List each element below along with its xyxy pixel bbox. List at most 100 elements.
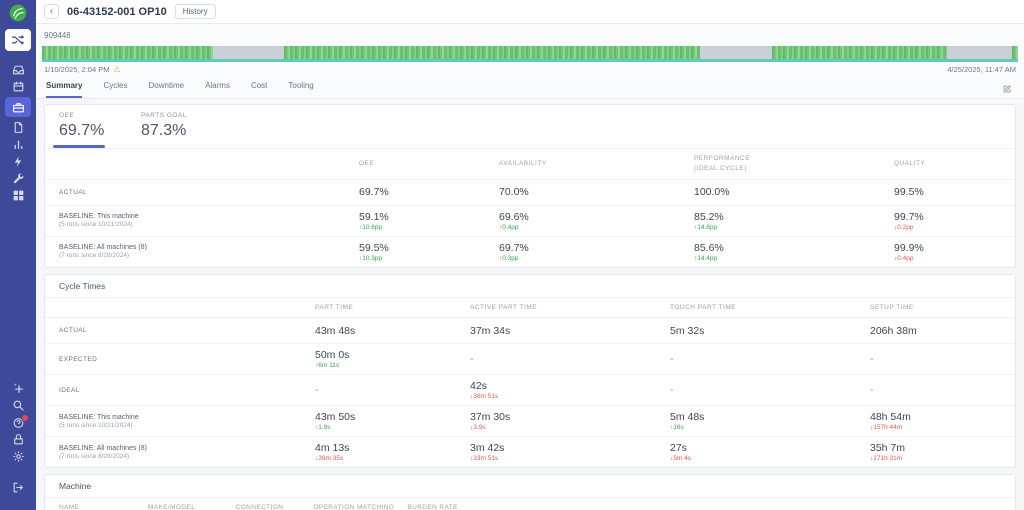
edit-report-icon[interactable] (1002, 81, 1012, 99)
cell: 5m 32s (670, 324, 705, 337)
search-button[interactable] (6, 397, 30, 414)
kpi-parts-goal-value: 87.3% (141, 122, 187, 139)
cell: 59.1% ↑10.6pp (359, 211, 499, 231)
page-title: 06-43152-001 OP10 (67, 5, 167, 18)
sidebar-item-machines[interactable] (6, 61, 30, 78)
cell: 70.0% (499, 186, 529, 198)
sidebar-nav (5, 61, 31, 204)
machines-icon (12, 65, 24, 75)
cell: 37m 34s (470, 324, 511, 337)
cell: 37m 30s ↓3.9s (470, 411, 670, 431)
notification-badge (21, 414, 29, 422)
kpi-active-underline (53, 145, 105, 148)
sidebar-item-analytics[interactable] (6, 136, 30, 153)
cell: 3m 42s ↓33m 51s (470, 442, 670, 462)
tab-downtime[interactable]: Downtime (148, 81, 185, 90)
timeline-segment-run[interactable] (772, 46, 947, 59)
tab-summary[interactable]: Summary (46, 81, 83, 98)
table-row-baseline-all: BASELINE: All machines (8) (7 runs since… (45, 437, 1015, 467)
analytics-icon (14, 140, 22, 149)
lock-icon (13, 434, 23, 445)
table-row-baseline-all: BASELINE: All machines (8) (7 runs since… (45, 237, 1015, 267)
cell: - (315, 384, 319, 397)
delta-badge: ↑16s (670, 424, 684, 432)
logout-icon (13, 482, 23, 493)
kpi-oee[interactable]: OEE 69.7% (53, 112, 105, 148)
table-row-ideal: IDEAL - 42s ↓36m 51s - - (45, 375, 1015, 407)
column-header: ACTIVE PART TIME (470, 303, 538, 311)
delta-badge: ↓33m 51s (470, 455, 499, 463)
timeline-segment-run[interactable] (1012, 46, 1018, 59)
tab-cycles[interactable]: Cycles (103, 81, 128, 90)
table-row-baseline-machine: BASELINE: This machine (5 runs since 10/… (45, 206, 1015, 237)
sidebar (0, 0, 36, 510)
kpi-parts-goal[interactable]: PARTS GOAL 87.3% (141, 112, 187, 148)
lock-button[interactable] (6, 431, 30, 448)
table-row-actual: ACTUAL 69.7% 70.0% 100.0% 99.5% (45, 180, 1015, 206)
back-button[interactable]: ‹ (44, 4, 59, 19)
cell: 69.7% (359, 186, 389, 198)
timeline-bar[interactable] (42, 46, 1018, 59)
shuffle-icon (12, 35, 24, 45)
tab-alarms[interactable]: Alarms (205, 81, 230, 90)
timeline-segment-run[interactable] (284, 46, 700, 59)
add-icon (13, 383, 23, 393)
cell: 43m 50s ↑1.9s (315, 411, 470, 431)
sidebar-item-apps[interactable] (6, 187, 30, 204)
table-row-expected: EXPECTED 50m 0s ↑6m 11s - - - (45, 344, 1015, 376)
help-button[interactable] (6, 414, 30, 431)
search-icon (13, 400, 24, 411)
settings-button[interactable] (6, 448, 30, 465)
machine-connection-field: Connection Brother HTTP (235, 504, 284, 510)
delta-badge: ↓0.4pp (894, 254, 914, 262)
machine-model-field: Make/Model Brother S700X1 (147, 504, 196, 510)
kpi-strip: OEE 69.7% PARTS GOAL 87.3% (45, 105, 1015, 149)
cell: 5m 48s ↑16s (670, 411, 870, 431)
cell: 99.7% ↓0.2pp (894, 211, 1001, 231)
cell: 43m 48s (315, 324, 356, 337)
machine-name-field: Name Brother Speedio (59, 504, 80, 510)
sidebar-item-tooling[interactable] (6, 170, 30, 187)
warning-icon: ⚠ (113, 65, 121, 74)
machine-burden-rate-field: Burden Rate $125.00 (407, 504, 458, 510)
cell: 69.6% ↑0.4pp (499, 211, 694, 231)
cycle-times-card: Cycle Times PART TIME ACTIVE PART TIME T… (44, 273, 1016, 469)
delta-badge: ↑14.8pp (694, 223, 718, 231)
cell: 99.5% (894, 186, 924, 198)
timeline-segment-gap[interactable] (946, 46, 1013, 59)
machine-operation-matching-field: Operation Matching Manual (313, 504, 395, 510)
logout-button[interactable] (6, 479, 30, 496)
column-header: OEE (359, 159, 375, 167)
cell: 69.7% ↑0.3pp (499, 242, 694, 262)
section-title: Machine (45, 475, 1015, 499)
topbar: ‹ 06-43152-001 OP10 History (36, 0, 1024, 24)
sidebar-item-schedule[interactable] (6, 78, 30, 95)
add-button[interactable] (6, 380, 30, 397)
cell: 42s ↓36m 51s (470, 380, 670, 400)
delta-badge: ↓39m 35s (315, 455, 344, 463)
timeline-segment-gap[interactable] (212, 46, 285, 59)
timeline-segment-gap[interactable] (699, 46, 773, 59)
cell: 35h 7m ↓171h 31m (870, 442, 1001, 462)
shuffle-button[interactable] (5, 29, 31, 51)
apps-icon (13, 190, 23, 201)
sidebar-item-events[interactable] (6, 153, 30, 170)
timeline-underline (42, 59, 1018, 62)
section-title: Cycle Times (45, 275, 1015, 298)
tab-cost[interactable]: Cost (250, 81, 268, 90)
cell: 4m 13s ↓39m 35s (315, 442, 470, 462)
delta-badge: ↓5m 4s (670, 455, 691, 463)
timeline-block: 909448 1/10/2025, 2:04 PM ⚠ 4/25/2025, 11… (36, 24, 1024, 78)
timeline-segment-run[interactable] (42, 46, 213, 59)
tab-tooling[interactable]: Tooling (288, 81, 314, 90)
delta-badge: ↓171h 31m (870, 455, 903, 463)
history-button[interactable]: History (174, 4, 216, 19)
cycle-table-header: PART TIME ACTIVE PART TIME TOUCH PART TI… (45, 298, 1015, 319)
tabs-bar: Summary Cycles Downtime Alarms Cost Tool… (36, 78, 1024, 99)
cell: - (470, 353, 474, 366)
delta-badge: ↑14.4pp (694, 254, 718, 262)
sidebar-item-operations[interactable] (5, 97, 31, 117)
sidebar-item-documents[interactable] (6, 119, 30, 136)
cell: 99.9% ↓0.4pp (894, 242, 1001, 262)
column-header: QUALITY (894, 159, 926, 167)
